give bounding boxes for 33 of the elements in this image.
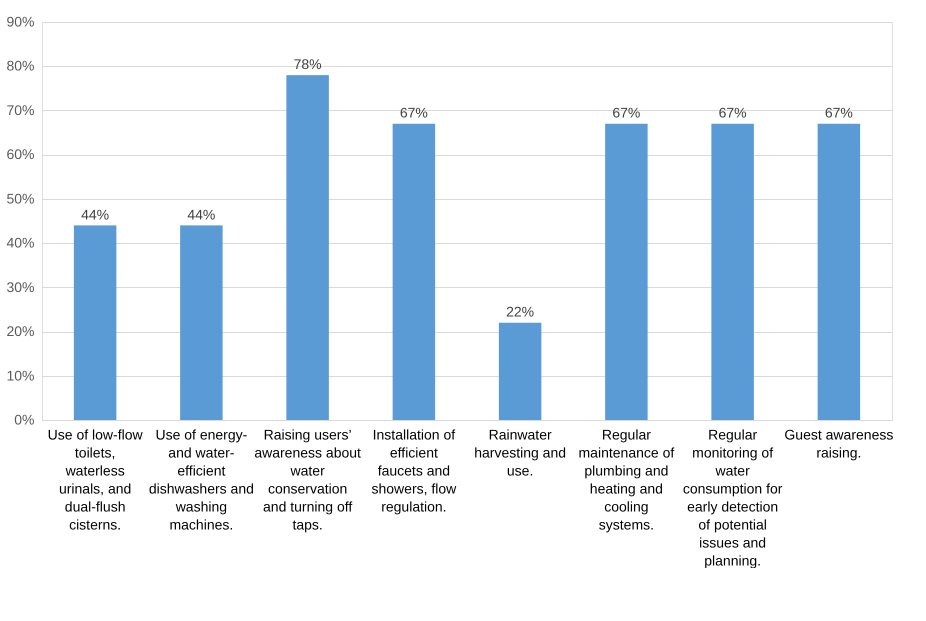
x-tick-label: Use of low-flow toilets, waterless urinals, and dual-flush cisterns. — [48, 426, 144, 532]
bar — [286, 75, 329, 420]
bar — [605, 124, 648, 420]
bar — [74, 225, 116, 420]
bar — [180, 225, 223, 420]
data-label: 67% — [400, 104, 428, 121]
x-tick-label: Raising users’ awareness about water conservation and turning off taps. — [254, 426, 362, 532]
bar — [711, 124, 754, 420]
data-label: 22% — [506, 304, 534, 320]
data-label: 44% — [81, 206, 110, 222]
y-tick-label: 50% — [6, 190, 34, 206]
bar — [818, 124, 860, 420]
y-tick-label: 40% — [6, 234, 34, 251]
bar — [392, 124, 436, 420]
data-label: 67% — [718, 104, 747, 121]
x-tick-label: Guest awareness raising. — [784, 426, 894, 460]
y-tick-label: 0% — [14, 412, 34, 428]
y-tick-label: 10% — [6, 367, 34, 384]
x-tick-label: Use of energy- and water-efficient dishwashers and washing machines. — [148, 426, 254, 532]
y-tick-label: 90% — [6, 14, 34, 30]
y-tick-label: 80% — [6, 58, 34, 74]
data-label: 67% — [612, 104, 640, 121]
y-tick-label: 70% — [6, 102, 34, 118]
bar — [498, 322, 542, 420]
y-tick-label: 60% — [6, 146, 34, 162]
x-tick-label: Regular maintenance of plumbing and heating and cooling systems. — [578, 426, 674, 532]
y-tick-label: 20% — [6, 323, 34, 340]
y-tick-label: 30% — [6, 278, 34, 295]
x-tick-label: Installation of efficient faucets and showers, flow regulation. — [371, 426, 458, 514]
data-label: 44% — [187, 206, 216, 222]
x-tick-label: Rainwater harvesting and use. — [474, 426, 566, 478]
data-label: 78% — [294, 56, 322, 72]
data-label: 67% — [824, 104, 853, 121]
